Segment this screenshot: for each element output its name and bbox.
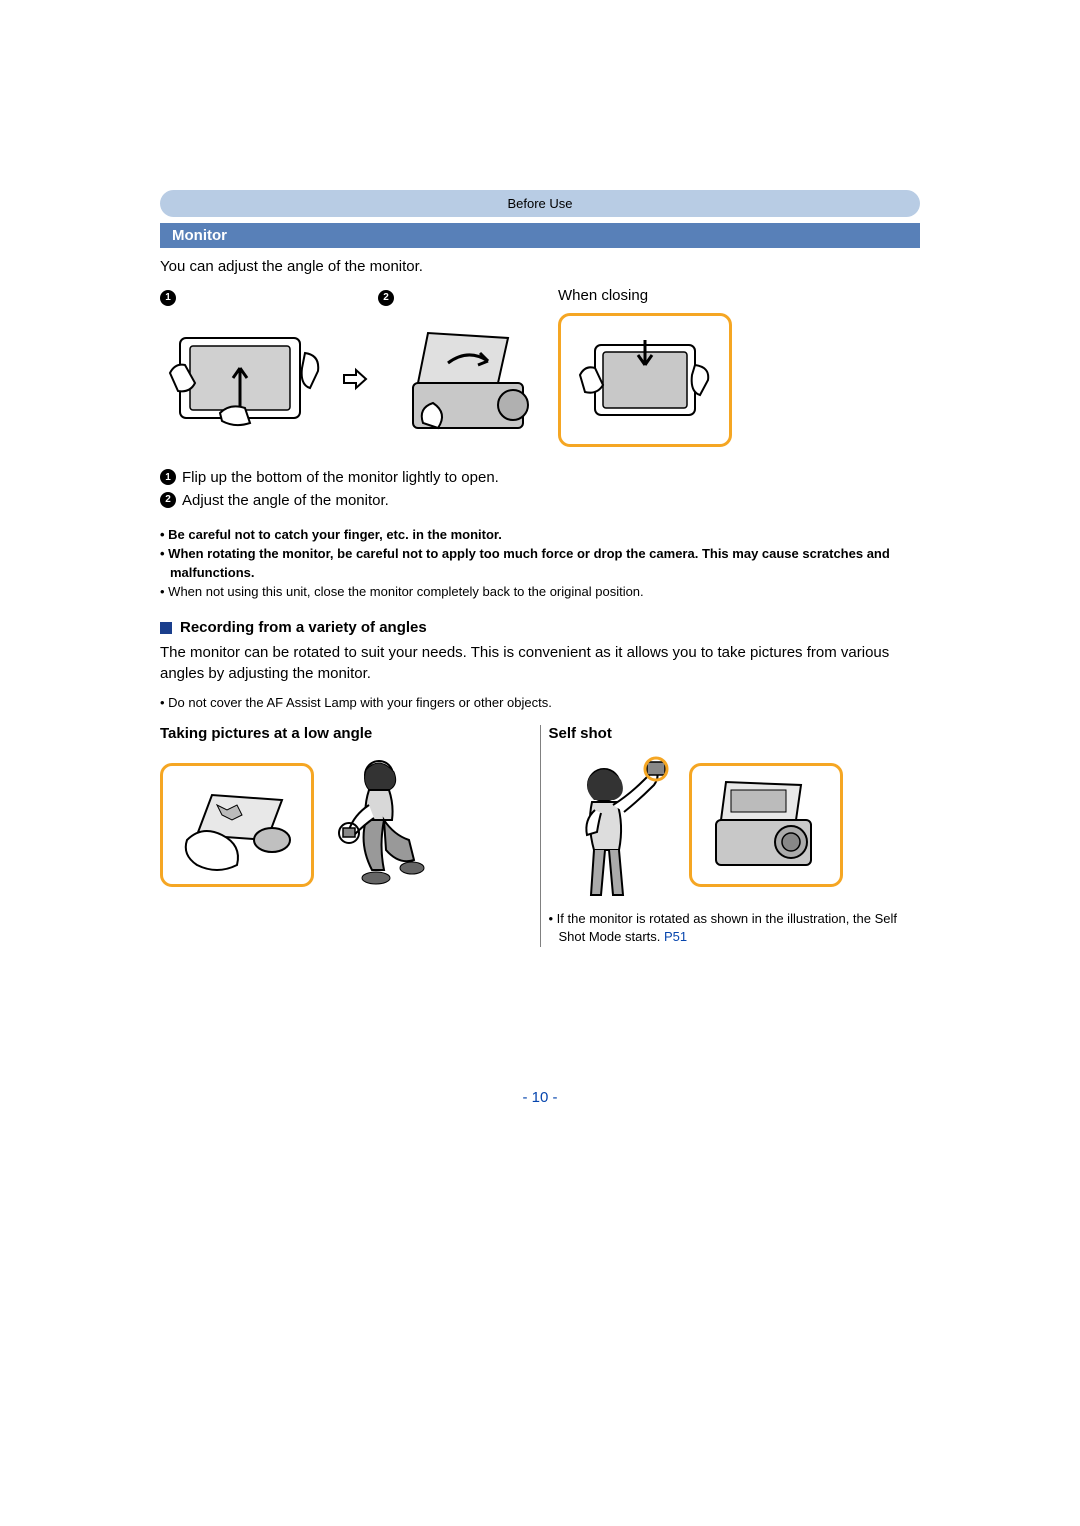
square-bullet-icon [160,622,172,634]
illustration-person-kneeling [324,750,434,900]
warning-list: Be careful not to catch your finger, etc… [160,526,920,601]
step-item: 1 Flip up the bottom of the monitor ligh… [160,467,920,490]
step-text: Flip up the bottom of the monitor lightl… [182,467,499,490]
step-1-badge: 1 [160,290,176,306]
chapter-label: Before Use [507,196,572,211]
sub-heading: Recording from a variety of angles [160,619,920,636]
warning-text: When rotating the monitor, be careful no… [160,545,920,583]
low-angle-column: Taking pictures at a low angle [160,725,540,946]
warning-text: When not using this unit, close the moni… [160,583,920,602]
self-shot-footnote: If the monitor is rotated as shown in th… [549,910,921,946]
monitor-diagram-row: 1 2 [160,287,920,447]
section-title-text: Monitor [172,227,227,244]
intro-text: You can adjust the angle of the monitor. [160,256,920,277]
illustration-closing [558,313,732,447]
footnote-text: If the monitor is rotated as shown in th… [557,911,897,944]
step-number: 2 [160,492,176,508]
angle-examples-row: Taking pictures at a low angle [160,725,920,946]
manual-page: Before Use Monitor You can adjust the an… [0,0,1080,947]
low-angle-title: Taking pictures at a low angle [160,725,532,742]
illustration-camera-selfie-mode [689,763,843,887]
step-item: 2 Adjust the angle of the monitor. [160,490,920,513]
illustration-flip-open [160,313,330,443]
warning-text: Be careful not to catch your finger, etc… [160,526,920,545]
illustration-adjust-angle [378,313,548,443]
illustration-person-selfie [549,750,679,900]
page-number: - 10 - [0,1089,1080,1106]
step-2-badge: 2 [378,290,394,306]
sub-body-text: The monitor can be rotated to suit your … [160,642,920,684]
step-list: 1 Flip up the bottom of the monitor ligh… [160,467,920,512]
sub-note: Do not cover the AF Assist Lamp with you… [160,694,920,713]
self-shot-title: Self shot [549,725,921,742]
arrow-icon [340,365,368,400]
illustration-camera-low-angle [160,763,314,887]
step-number: 1 [160,469,176,485]
section-title-bar: Monitor [160,223,920,248]
step-text: Adjust the angle of the monitor. [182,490,389,513]
closing-label: When closing [558,287,732,307]
sub-heading-text: Recording from a variety of angles [180,619,427,636]
chapter-pill: Before Use [160,190,920,217]
diagram-closing: When closing [558,287,732,447]
self-shot-column: Self shot [540,725,921,946]
page-ref-link[interactable]: P51 [664,929,687,944]
diagram-step-1: 1 [160,287,330,443]
diagram-step-2: 2 [378,287,548,443]
